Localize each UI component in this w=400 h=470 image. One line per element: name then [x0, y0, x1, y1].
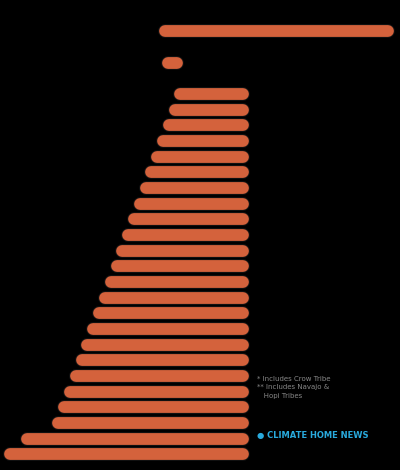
- Text: * Includes Crow Tribe
** Includes Navajo &
   Hopi Tribes: * Includes Crow Tribe ** Includes Navajo…: [257, 376, 331, 399]
- Text: ● CLIMATE HOME NEWS: ● CLIMATE HOME NEWS: [257, 431, 369, 440]
